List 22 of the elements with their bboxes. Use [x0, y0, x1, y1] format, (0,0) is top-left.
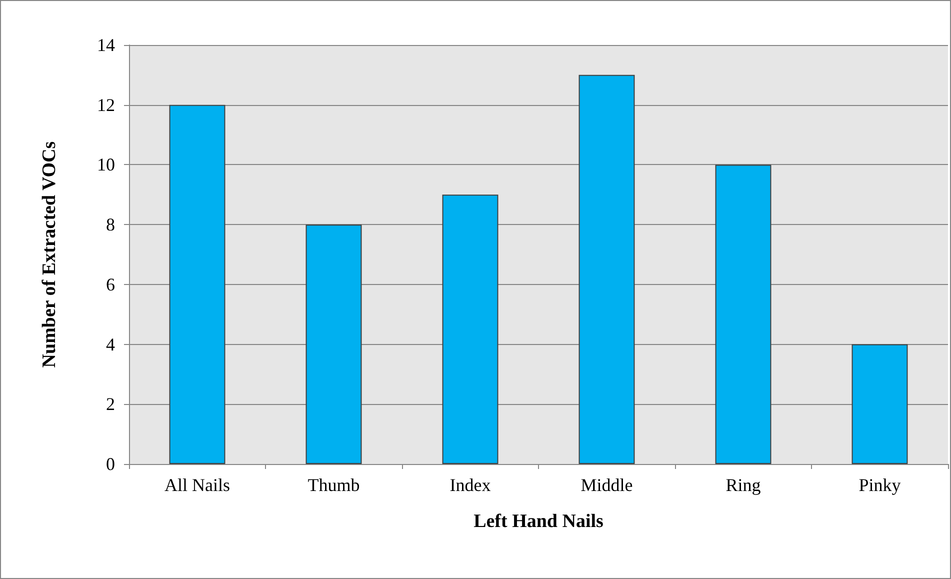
x-tick-label: Thumb	[308, 475, 360, 495]
y-tick-label: 2	[106, 394, 115, 414]
x-tick-label: Index	[450, 475, 491, 495]
bar	[852, 344, 908, 464]
y-tick-label: 12	[97, 94, 115, 115]
x-tick-label: Pinky	[858, 475, 901, 495]
y-axis-title: Number of Extracted VOCs	[39, 141, 60, 368]
x-tick-label: Middle	[580, 475, 633, 495]
bar	[442, 194, 498, 464]
x-tick-label: Ring	[726, 475, 761, 495]
y-tick-label: 4	[106, 334, 115, 354]
y-tick-label: 10	[97, 154, 115, 175]
y-tick-label: 8	[106, 214, 115, 235]
bar	[715, 164, 772, 464]
x-tick-label: All Nails	[164, 475, 230, 495]
bar	[306, 224, 362, 464]
y-tick-label: 14	[97, 35, 115, 55]
x-axis-title: Left Hand Nails	[474, 511, 604, 532]
bar	[169, 104, 226, 464]
bar	[578, 74, 635, 464]
y-tick-label: 0	[106, 454, 115, 474]
y-tick-label: 6	[106, 274, 115, 294]
